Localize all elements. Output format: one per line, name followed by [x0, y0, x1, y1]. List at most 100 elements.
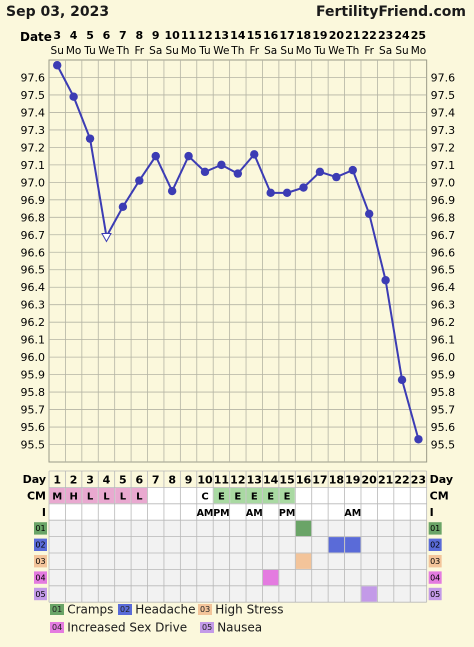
y-tick-label-left: 96.8: [21, 211, 46, 224]
intercourse-row-label: I: [42, 506, 46, 519]
weekday-tick-label: Fr: [249, 45, 259, 57]
symptom-code-label: 05: [35, 590, 45, 599]
legend-item-increased-sex-drive: 04 Increased Sex Drive: [50, 620, 187, 635]
symptom-code-label-right: 03: [430, 557, 440, 566]
chart-date: Sep 03, 2023: [6, 4, 110, 20]
symptom-code-label: 04: [35, 573, 45, 582]
cm-cell-fill: [197, 487, 213, 504]
cycle-day-label: 11: [214, 474, 229, 487]
legend-code: 03: [198, 604, 213, 615]
date-tick-label: 14: [230, 29, 246, 42]
y-tick-label-left: 95.9: [21, 369, 46, 382]
y-tick-label-right: 95.5: [431, 439, 456, 452]
symptom-row: [49, 536, 427, 553]
y-tick-label-right: 96.8: [431, 211, 456, 224]
y-tick-label-left: 96.5: [21, 264, 46, 277]
cm-cell-fill: [82, 487, 98, 504]
y-tick-label-right: 97.6: [431, 71, 456, 84]
date-tick-label: 20: [329, 29, 345, 42]
temperature-point: [299, 183, 308, 192]
temperature-point: [364, 209, 374, 219]
symptom-cell-fill: [328, 537, 345, 553]
symptom-row: [49, 585, 427, 603]
symptom-code-label-right: 04: [430, 573, 440, 582]
weekday-tick-label: Tu: [198, 45, 210, 57]
date-tick-label: 7: [119, 29, 127, 42]
y-tick-label-left: 97.4: [21, 106, 46, 119]
cm-cell-label: L: [136, 491, 143, 502]
symptom-code-box: [34, 587, 47, 601]
temperature-point: [348, 165, 357, 175]
symptom-code-label-right: 02: [430, 541, 440, 550]
legend-code: 04: [50, 622, 65, 633]
cm-cell-label: E: [218, 491, 225, 502]
cm-cell-fill: [115, 487, 131, 504]
date-tick-label: 12: [197, 29, 212, 42]
cycle-day-label: 16: [296, 474, 312, 487]
cm-cell-label: L: [120, 491, 127, 502]
cycle-day-label: 5: [119, 474, 127, 487]
cycle-day-label: 19: [345, 474, 360, 487]
date-tick-label: 19: [312, 29, 327, 42]
weekday-tick-label: Su: [280, 45, 293, 57]
symptom-row: [49, 520, 427, 537]
y-tick-label-right: 95.6: [431, 421, 456, 434]
date-tick-label: 9: [152, 29, 160, 42]
temperature-point: [151, 151, 160, 161]
plot-area: [48, 59, 428, 463]
date-tick-label: 3: [53, 29, 61, 42]
date-tick-label: 24: [394, 29, 410, 42]
cm-cell-label: E: [284, 491, 291, 502]
temperature-point: [266, 188, 275, 198]
date-tick-label: 22: [362, 29, 377, 42]
cycle-day-label: 18: [329, 474, 344, 487]
symptom-code-box: [34, 522, 47, 535]
symptom-code-box-right: [428, 571, 442, 584]
y-tick-label-left: 96.9: [21, 194, 46, 207]
date-tick-label: 15: [247, 29, 262, 42]
date-tick-label: 13: [214, 29, 229, 42]
cm-cell-fill: [131, 487, 148, 504]
y-tick-label-right: 95.7: [431, 404, 456, 417]
cm-cell-fill: [49, 487, 65, 504]
temperature-point: [167, 186, 177, 196]
y-tick-label-right: 96.0: [431, 351, 456, 364]
site-name: FertilityFriend.com: [316, 4, 466, 20]
weekday-tick-label: We: [213, 45, 229, 57]
symptom-code-label: 03: [35, 557, 45, 566]
symptom-row: [49, 553, 427, 570]
y-tick-label-left: 96.7: [21, 229, 46, 242]
intercourse-cell-label: PM: [279, 508, 295, 519]
weekday-tick-label: We: [98, 45, 114, 57]
y-tick-label-left: 97.1: [21, 159, 46, 172]
intercourse-row: [49, 503, 427, 521]
y-tick-label-right: 95.9: [431, 369, 456, 382]
date-tick-label: 21: [345, 29, 360, 42]
date-tick-label: 10: [164, 29, 180, 42]
legend-label: High Stress: [215, 602, 284, 617]
y-tick-label-right: 97.0: [431, 176, 456, 189]
legend-label: Headache: [135, 602, 196, 617]
date-tick-label: 17: [279, 29, 294, 42]
intercourse-cell-label: PM: [213, 508, 229, 519]
y-tick-label-left: 96.4: [21, 281, 46, 294]
cycle-day-label: 17: [312, 474, 327, 487]
weekday-tick-label: Th: [345, 45, 359, 57]
symptom-code-box: [34, 555, 47, 568]
symptom-code-label: 01: [35, 524, 45, 533]
y-tick-label-left: 96.6: [21, 246, 46, 259]
y-tick-label-right: 96.3: [431, 299, 456, 312]
cycle-day-label: 9: [185, 474, 193, 487]
cycle-day-label: 21: [378, 474, 393, 487]
weekday-tick-label: Mo: [181, 45, 196, 57]
weekday-tick-label: Tu: [83, 45, 95, 57]
symptom-cell-fill: [361, 586, 377, 602]
y-tick-label-left: 96.2: [21, 316, 46, 329]
weekday-tick-label: Mo: [296, 45, 311, 57]
y-tick-label-left: 96.1: [21, 334, 46, 347]
y-tick-label-left: 96.3: [21, 299, 46, 312]
cm-cell-fill: [262, 487, 279, 504]
symptom-row: [49, 569, 427, 586]
cm-cell-fill: [213, 487, 230, 504]
